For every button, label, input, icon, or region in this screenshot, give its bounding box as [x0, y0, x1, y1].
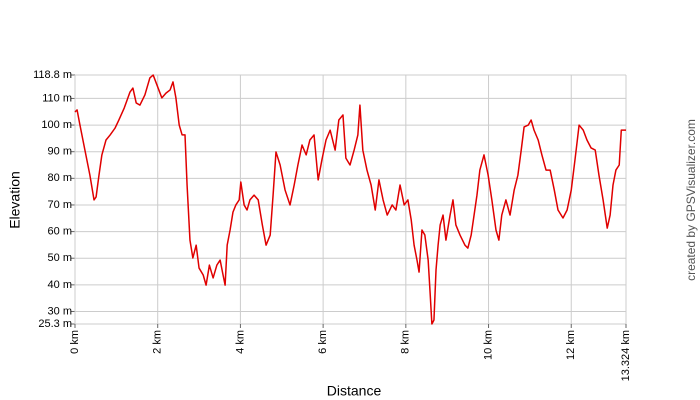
y-tick-label: 70 m — [48, 199, 72, 211]
x-axis-label: Distance — [327, 383, 382, 399]
elevation-line — [74, 74, 626, 325]
y-tick-label: 60 m — [48, 225, 72, 237]
x-tick-label: 10 km — [482, 330, 494, 360]
y-axis-label: Elevation — [7, 171, 23, 229]
x-tick-label: 2 km — [152, 330, 164, 354]
y-tick-label: 25.3 m — [38, 318, 72, 330]
x-tick-label: 8 km — [400, 330, 412, 354]
y-tick-label: 110 m — [42, 92, 72, 104]
x-tick-label: 6 km — [317, 330, 329, 354]
x-tick-label: 4 km — [234, 330, 246, 354]
x-tick-label: 12 km — [565, 330, 577, 360]
credit: created by GPSVisualizer.com — [684, 119, 698, 281]
y-tick-label: 80 m — [48, 172, 72, 184]
y-tick-label: 100 m — [41, 119, 72, 131]
y-tick-label: 30 m — [48, 305, 72, 317]
y-tick-label: 118.8 m — [33, 69, 72, 81]
y-tick-label: 50 m — [48, 252, 72, 264]
x-tick-label: 0 km — [69, 330, 81, 354]
x-tick-label: 13.324 km — [620, 330, 632, 381]
y-tick-label: 90 m — [48, 146, 72, 158]
y-tick-label: 40 m — [48, 279, 72, 291]
